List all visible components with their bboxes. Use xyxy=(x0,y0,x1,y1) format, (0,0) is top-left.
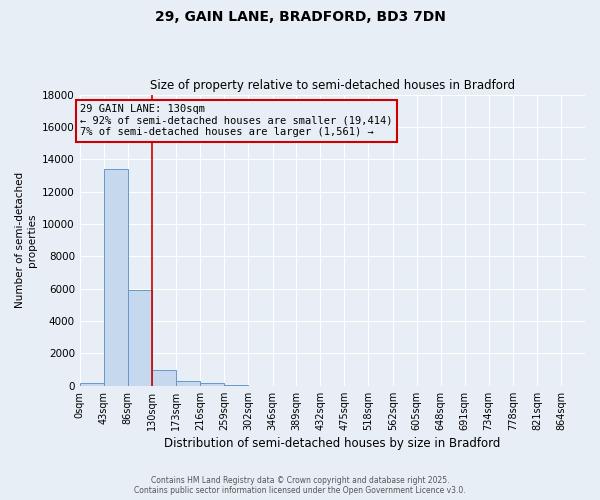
Bar xyxy=(176,381,200,386)
X-axis label: Distribution of semi-detached houses by size in Bradford: Distribution of semi-detached houses by … xyxy=(164,437,500,450)
Bar xyxy=(224,385,248,386)
Text: 29, GAIN LANE, BRADFORD, BD3 7DN: 29, GAIN LANE, BRADFORD, BD3 7DN xyxy=(155,10,445,24)
Bar xyxy=(80,384,104,386)
Bar xyxy=(200,384,224,386)
Text: Contains HM Land Registry data © Crown copyright and database right 2025.
Contai: Contains HM Land Registry data © Crown c… xyxy=(134,476,466,495)
Bar xyxy=(152,370,176,386)
Title: Size of property relative to semi-detached houses in Bradford: Size of property relative to semi-detach… xyxy=(150,79,515,92)
Y-axis label: Number of semi-detached
properties: Number of semi-detached properties xyxy=(15,172,37,308)
Bar xyxy=(104,169,128,386)
Bar xyxy=(128,290,152,386)
Text: 29 GAIN LANE: 130sqm
← 92% of semi-detached houses are smaller (19,414)
7% of se: 29 GAIN LANE: 130sqm ← 92% of semi-detac… xyxy=(80,104,393,138)
